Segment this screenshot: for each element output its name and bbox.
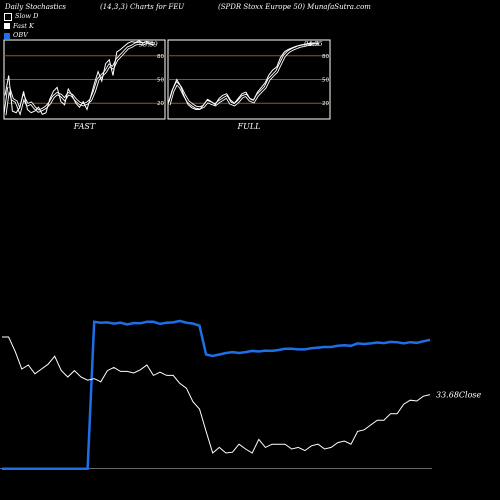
legend-swatch-slow-d xyxy=(4,12,12,21)
fast-last-value: 93.59 xyxy=(139,41,158,49)
legend-item-slow-d: Slow D xyxy=(4,12,38,22)
legend-label-obv: OBV xyxy=(13,31,28,39)
legend-label-fast-k: Fast K xyxy=(13,21,34,30)
full-tick-20: 20 xyxy=(322,101,329,107)
fast-series-slow-d xyxy=(4,41,155,116)
full-series-fast-k xyxy=(168,42,320,110)
legend: Slow D Fast K OBV xyxy=(4,12,38,41)
series-obv xyxy=(2,319,431,471)
full-stochastic-panel: 20 50 80 94.75 FULL xyxy=(167,39,331,131)
fast-title: FAST xyxy=(73,122,96,131)
close-label: 33.68Close xyxy=(436,391,482,400)
header-mid: (14,3,3) Charts for FEU xyxy=(100,3,185,11)
legend-label-slow-d: Slow D xyxy=(15,12,39,20)
legend-item-fast-k: Fast K xyxy=(4,22,38,32)
legend-item-obv: OBV xyxy=(4,31,38,41)
fast-stochastic-panel: 20 50 80 93.59 FAST xyxy=(3,39,166,131)
full-tick-80: 80 xyxy=(322,54,329,60)
header-right: (SPDR Stoxx Europe 50) MunafaSutra.com xyxy=(218,3,371,11)
full-last-value: 94.75 xyxy=(304,40,323,48)
legend-swatch-obv xyxy=(4,32,10,39)
fast-tick-50: 50 xyxy=(157,78,164,84)
full-title: FULL xyxy=(237,122,261,131)
full-tick-50: 50 xyxy=(322,78,329,84)
series-price xyxy=(2,336,431,454)
full-series-slow-d xyxy=(168,43,319,109)
legend-swatch-fast-k xyxy=(4,23,10,30)
fast-series-fast-k xyxy=(4,40,155,115)
fast-tick-80: 80 xyxy=(157,54,164,60)
fast-tick-20: 20 xyxy=(157,101,164,107)
price-obv-panel: 33.68Close xyxy=(0,319,482,471)
header-left: Daily Stochastics xyxy=(5,3,67,11)
